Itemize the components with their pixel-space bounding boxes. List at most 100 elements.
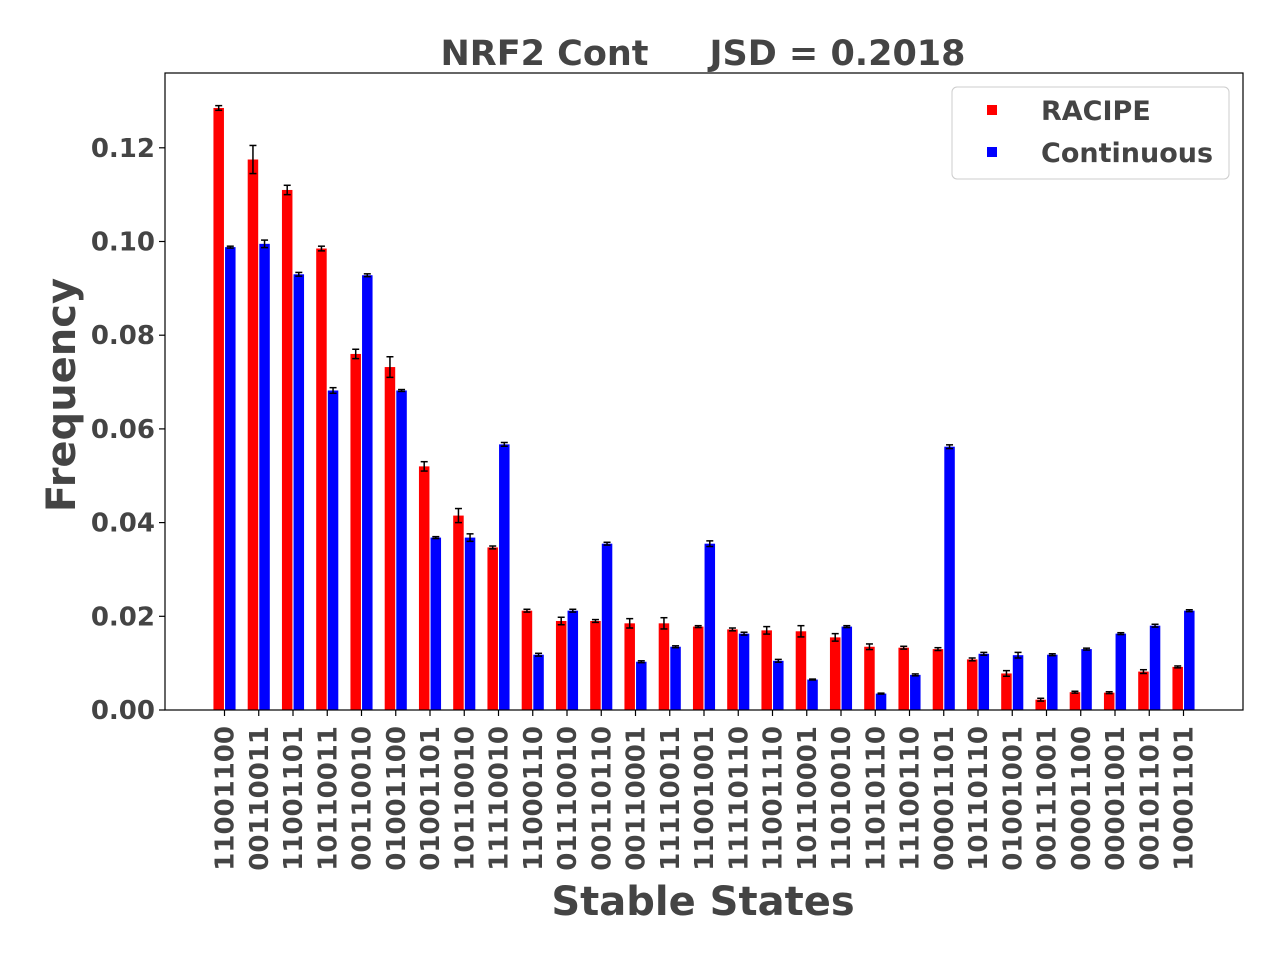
x-tick-label: 11001001 [690, 726, 720, 871]
error-bar [569, 608, 577, 613]
bar-continuous-11110011 [670, 646, 681, 710]
error-bar [1139, 668, 1147, 675]
bar-racipe-11100110 [898, 647, 909, 710]
bar-racipe-00101101 [1138, 671, 1149, 710]
bar-racipe-01001001 [1001, 673, 1012, 710]
bar-racipe-10110110 [966, 659, 978, 710]
error-bar [535, 652, 543, 657]
x-tick-label: 10110001 [793, 726, 823, 871]
y-axis: 0.00 0.02 0.04 0.06 0.08 0.10 0.12 [91, 134, 165, 726]
bar-continuous-10110110 [978, 653, 990, 710]
error-bar [226, 245, 234, 249]
error-bar [249, 144, 257, 175]
error-bar [911, 673, 919, 677]
legend-marker-racipe [987, 105, 997, 115]
bar-continuous-00110001 [636, 661, 647, 710]
error-bar [831, 632, 839, 642]
error-bar [706, 540, 714, 548]
error-bar [329, 386, 337, 395]
bar-continuous-11001100 [225, 247, 236, 710]
error-bar [797, 624, 805, 638]
bar-racipe-00001100 [1069, 692, 1081, 710]
x-tick-label: 00110011 [245, 726, 275, 871]
error-bar [591, 618, 599, 624]
bar-racipe-10110001 [795, 631, 807, 710]
error-bar [1105, 690, 1113, 695]
x-tick-label: 00001101 [930, 726, 960, 871]
error-bar [283, 184, 291, 196]
x-tick-label: 00110110 [587, 726, 617, 871]
error-bar [946, 444, 954, 450]
bar-racipe-11001110 [761, 630, 772, 710]
x-tick-label: 10110010 [450, 726, 480, 871]
bar-racipe-11110011 [658, 623, 670, 710]
y-tick-label: 0.08 [91, 321, 155, 351]
y-tick-label: 0.10 [91, 228, 155, 258]
bar-continuous-11100110 [910, 674, 921, 710]
x-tick-label: 10110011 [313, 726, 343, 871]
bar-continuous-00110010 [362, 275, 373, 710]
error-bar [774, 658, 782, 663]
error-bar [1174, 665, 1182, 669]
bar-racipe-00001001 [1103, 692, 1115, 710]
error-bar [523, 608, 531, 613]
error-bar [363, 273, 371, 278]
x-tick-label: 10001101 [1170, 726, 1200, 871]
error-bar [1151, 623, 1159, 628]
bar-continuous-10110010 [464, 537, 476, 710]
x-tick-label: 00110001 [622, 726, 652, 871]
x-tick-label: 00001100 [1067, 726, 1097, 871]
error-bar [626, 617, 634, 629]
bar-continuous-11110010 [499, 444, 510, 710]
bar-racipe-11110110 [727, 629, 738, 710]
error-bar [1083, 647, 1091, 651]
error-bar [432, 535, 440, 540]
error-bar [934, 646, 942, 652]
error-bar [489, 545, 497, 550]
error-bar [557, 616, 565, 626]
error-bar [500, 441, 508, 447]
error-bar [694, 624, 702, 629]
x-tick-label: 11100110 [896, 726, 926, 871]
y-tick-label: 0.12 [91, 134, 155, 164]
error-bar [420, 460, 428, 472]
bar-racipe-11001001 [692, 626, 704, 710]
error-bar [660, 616, 668, 630]
error-bar [672, 645, 680, 649]
bar-continuous-11110110 [738, 633, 750, 710]
bar-racipe-11000110 [521, 610, 533, 710]
bar-continuous-11001001 [704, 543, 716, 710]
x-tick-label: 01001101 [416, 726, 446, 871]
bar-racipe-00110011 [247, 159, 259, 710]
bar-racipe-00001101 [932, 649, 944, 710]
error-bar [763, 625, 771, 635]
error-bar [466, 533, 474, 543]
x-tick-label: 00101101 [1135, 726, 1165, 871]
error-bar [295, 271, 303, 277]
plot-bars [213, 104, 1195, 711]
bar-continuous-11001101 [293, 274, 305, 710]
error-bar [900, 645, 908, 650]
error-bar [603, 541, 611, 546]
error-bar [454, 507, 462, 524]
x-tick-label: 11001100 [211, 726, 241, 871]
error-bar [215, 104, 223, 112]
bar-continuous-11001110 [773, 660, 784, 710]
bar-racipe-01110010 [555, 620, 567, 710]
bar-continuous-01001001 [1012, 655, 1024, 710]
bar-racipe-00110010 [350, 353, 361, 710]
legend-label-continuous: Continuous [1041, 138, 1213, 169]
error-bar [1048, 653, 1056, 657]
error-bar [740, 631, 748, 636]
bar-continuous-00001001 [1115, 633, 1127, 710]
bar-racipe-10110010 [453, 515, 464, 710]
x-tick-label: 11110010 [485, 726, 515, 871]
bar-continuous-00110011 [259, 243, 270, 710]
bar-continuous-00001100 [1081, 649, 1092, 710]
legend: RACIPE Continuous [951, 86, 1230, 180]
x-tick-label: 11110110 [724, 726, 754, 871]
chart-title: NRF2 Cont JSD = 0.2018 [440, 34, 965, 74]
x-axis: 11001100 00110011 11001101 10110011 00110010… [211, 710, 1200, 871]
error-bar [980, 651, 988, 656]
